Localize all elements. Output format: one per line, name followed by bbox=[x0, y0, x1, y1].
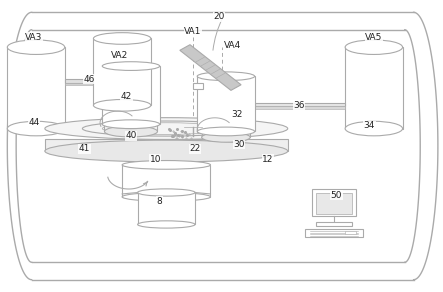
Text: 46: 46 bbox=[83, 75, 95, 84]
Ellipse shape bbox=[138, 189, 195, 196]
Text: 50: 50 bbox=[330, 191, 342, 200]
Polygon shape bbox=[93, 39, 151, 105]
Text: VA5: VA5 bbox=[365, 32, 383, 41]
Ellipse shape bbox=[202, 124, 250, 135]
FancyBboxPatch shape bbox=[316, 222, 352, 226]
Polygon shape bbox=[202, 129, 250, 137]
Polygon shape bbox=[65, 83, 118, 85]
Ellipse shape bbox=[102, 120, 159, 128]
Polygon shape bbox=[255, 103, 345, 107]
Text: VA1: VA1 bbox=[184, 27, 202, 36]
Polygon shape bbox=[105, 123, 157, 131]
FancyBboxPatch shape bbox=[193, 83, 202, 89]
Ellipse shape bbox=[105, 126, 157, 137]
Text: 20: 20 bbox=[214, 12, 225, 21]
Text: 36: 36 bbox=[293, 101, 304, 110]
FancyBboxPatch shape bbox=[316, 193, 352, 213]
Text: 40: 40 bbox=[125, 131, 136, 140]
Text: 42: 42 bbox=[121, 92, 132, 101]
Ellipse shape bbox=[122, 192, 210, 201]
Text: 41: 41 bbox=[79, 145, 90, 153]
Text: 34: 34 bbox=[364, 121, 375, 130]
Ellipse shape bbox=[93, 33, 151, 44]
Ellipse shape bbox=[105, 117, 157, 128]
Polygon shape bbox=[180, 45, 241, 90]
Ellipse shape bbox=[45, 118, 288, 140]
Polygon shape bbox=[255, 107, 345, 109]
Ellipse shape bbox=[345, 40, 403, 54]
Ellipse shape bbox=[8, 121, 65, 136]
FancyBboxPatch shape bbox=[345, 231, 356, 234]
Ellipse shape bbox=[202, 132, 250, 142]
Polygon shape bbox=[122, 165, 210, 197]
Text: 30: 30 bbox=[233, 140, 245, 149]
Polygon shape bbox=[65, 79, 118, 83]
Polygon shape bbox=[138, 192, 195, 225]
Text: 12: 12 bbox=[262, 154, 274, 164]
Ellipse shape bbox=[45, 140, 288, 162]
Polygon shape bbox=[45, 140, 288, 151]
Ellipse shape bbox=[345, 121, 403, 136]
Text: 22: 22 bbox=[189, 145, 201, 153]
Ellipse shape bbox=[197, 127, 255, 136]
Text: 10: 10 bbox=[149, 154, 161, 164]
Text: 8: 8 bbox=[157, 197, 163, 206]
Text: 32: 32 bbox=[231, 110, 243, 119]
Polygon shape bbox=[345, 47, 403, 128]
Text: VA3: VA3 bbox=[25, 32, 43, 41]
Polygon shape bbox=[8, 47, 65, 128]
Ellipse shape bbox=[122, 161, 210, 169]
Polygon shape bbox=[197, 76, 255, 131]
Text: VA4: VA4 bbox=[224, 41, 241, 50]
Ellipse shape bbox=[93, 100, 151, 111]
Text: 44: 44 bbox=[28, 118, 39, 127]
Ellipse shape bbox=[102, 62, 159, 70]
FancyBboxPatch shape bbox=[305, 229, 363, 237]
Ellipse shape bbox=[138, 221, 195, 228]
Ellipse shape bbox=[197, 72, 255, 81]
Polygon shape bbox=[102, 66, 159, 124]
FancyBboxPatch shape bbox=[312, 189, 356, 216]
Ellipse shape bbox=[8, 40, 65, 54]
Text: VA2: VA2 bbox=[111, 51, 128, 60]
